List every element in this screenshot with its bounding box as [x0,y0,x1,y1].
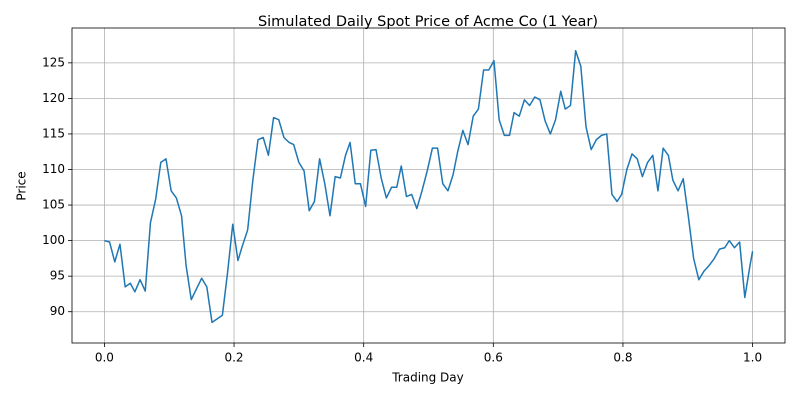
x-tick-label: 0.6 [484,351,503,365]
x-tick-label: 0.0 [95,351,114,365]
y-tick-label: 90 [50,304,65,318]
y-tick-label: 120 [42,91,65,105]
x-tick-label: 0.4 [354,351,373,365]
price-line [104,50,754,324]
y-tick-label: 110 [42,162,65,176]
y-tick-label: 115 [42,126,65,140]
x-tick-label: 0.2 [224,351,243,365]
x-tick-label: 1.0 [743,351,762,365]
plot-frame [71,27,786,344]
y-axis-label: Price [15,171,29,200]
x-axis-label: Trading Day [391,371,464,385]
chart-title: Simulated Daily Spot Price of Acme Co (1… [258,14,598,30]
y-tick-label: 100 [42,233,65,247]
y-tick-label: 125 [42,55,65,69]
x-tick-label: 0.8 [613,351,632,365]
y-tick-label: 95 [50,269,65,283]
y-tick-label: 105 [42,198,65,212]
